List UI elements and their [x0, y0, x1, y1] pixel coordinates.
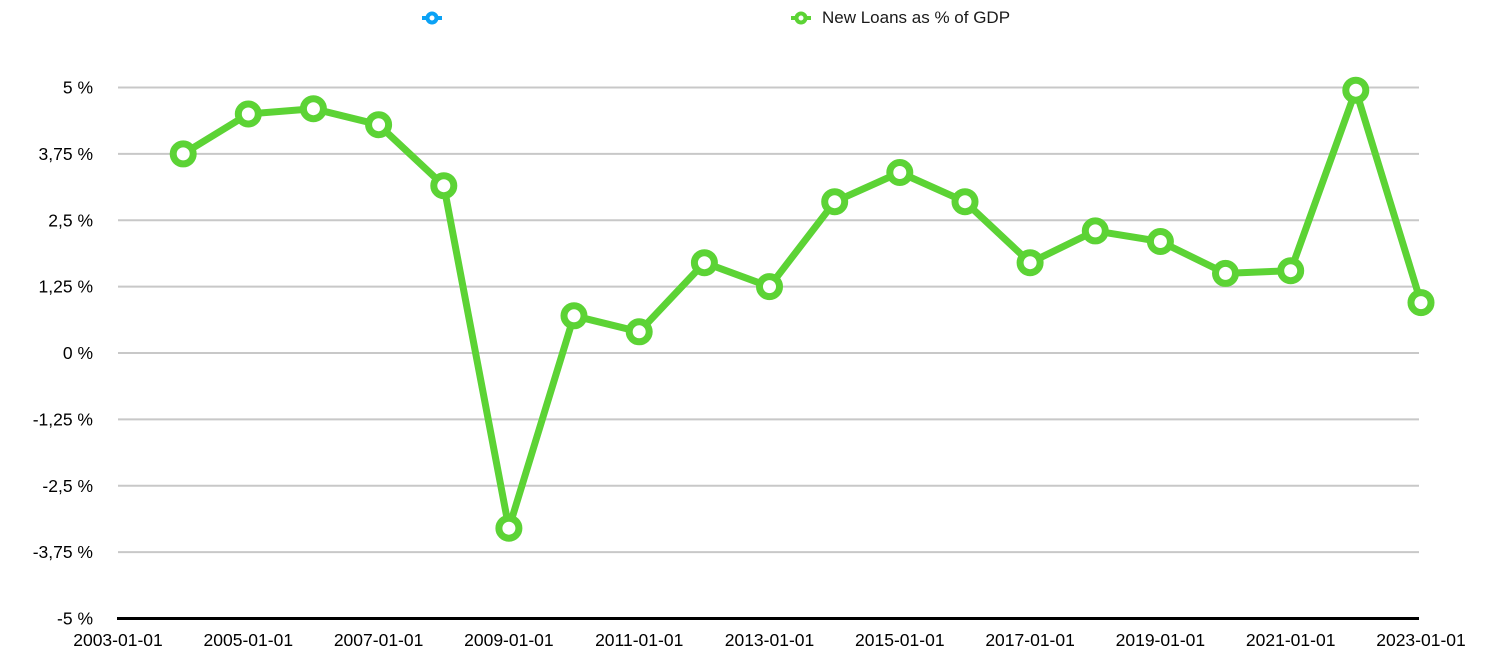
data-point-marker[interactable] [1146, 228, 1174, 255]
y-axis-tick-label: 3,75 % [39, 144, 93, 164]
data-point-marker[interactable] [821, 188, 849, 216]
data-point-marker[interactable] [1212, 259, 1239, 287]
data-point-marker[interactable] [299, 95, 327, 123]
x-axis-tick-label: 2005-01-01 [204, 630, 294, 650]
data-point-marker[interactable] [1277, 257, 1305, 285]
data-point-marker[interactable] [1342, 76, 1370, 104]
chart-legend: New Loans as % of GDP [0, 7, 1486, 31]
x-axis-tick-label: 2009-01-01 [464, 630, 554, 650]
x-axis-tick-label: 2013-01-01 [725, 630, 815, 650]
x-axis-tick-label: 2023-01-01 [1376, 630, 1466, 650]
x-axis-tick-label: 2019-01-01 [1116, 630, 1206, 650]
data-point-marker[interactable] [625, 318, 653, 346]
y-axis-tick-label: -2,5 % [42, 476, 93, 496]
x-axis-tick-label: 2015-01-01 [855, 630, 945, 650]
y-axis-tick-label: -1,25 % [33, 409, 93, 429]
x-axis-tick-label: 2011-01-01 [595, 630, 683, 650]
x-axis-tick-label: 2003-01-01 [73, 630, 163, 650]
data-point-marker[interactable] [1016, 249, 1044, 277]
data-point-marker[interactable] [951, 188, 979, 216]
line-marker-icon [791, 11, 811, 25]
y-axis-tick-label: 5 % [63, 78, 93, 98]
data-point-marker[interactable] [1407, 289, 1435, 317]
data-point-marker[interactable] [690, 249, 718, 277]
data-point-marker[interactable] [1081, 217, 1109, 245]
y-axis-tick-label: 0 % [63, 343, 93, 363]
legend-item-series-blue[interactable] [420, 7, 453, 29]
x-axis-tick-label: 2017-01-01 [985, 630, 1075, 650]
legend-label: New Loans as % of GDP [822, 8, 1011, 27]
y-axis-tick-label: 1,25 % [39, 277, 93, 297]
y-axis-tick-label: -5 % [57, 609, 93, 629]
line-marker-icon [422, 11, 442, 25]
x-axis-tick-label: 2007-01-01 [334, 630, 424, 650]
data-point-marker[interactable] [560, 302, 588, 330]
series-line [179, 86, 1425, 532]
data-point-marker[interactable] [756, 273, 783, 301]
legend-item-new-loans[interactable]: New Loans as % of GDP [789, 7, 1010, 29]
data-point-marker[interactable] [365, 111, 393, 139]
data-point-marker[interactable] [169, 140, 197, 168]
data-point-marker[interactable] [234, 100, 262, 128]
data-point-marker[interactable] [430, 172, 458, 200]
data-point-marker[interactable] [886, 159, 914, 186]
y-axis-tick-label: -3,75 % [33, 542, 93, 562]
x-axis-tick-label: 2021-01-01 [1246, 630, 1336, 650]
y-axis-tick-label: 2,5 % [48, 210, 93, 230]
data-point-marker[interactable] [495, 514, 523, 542]
